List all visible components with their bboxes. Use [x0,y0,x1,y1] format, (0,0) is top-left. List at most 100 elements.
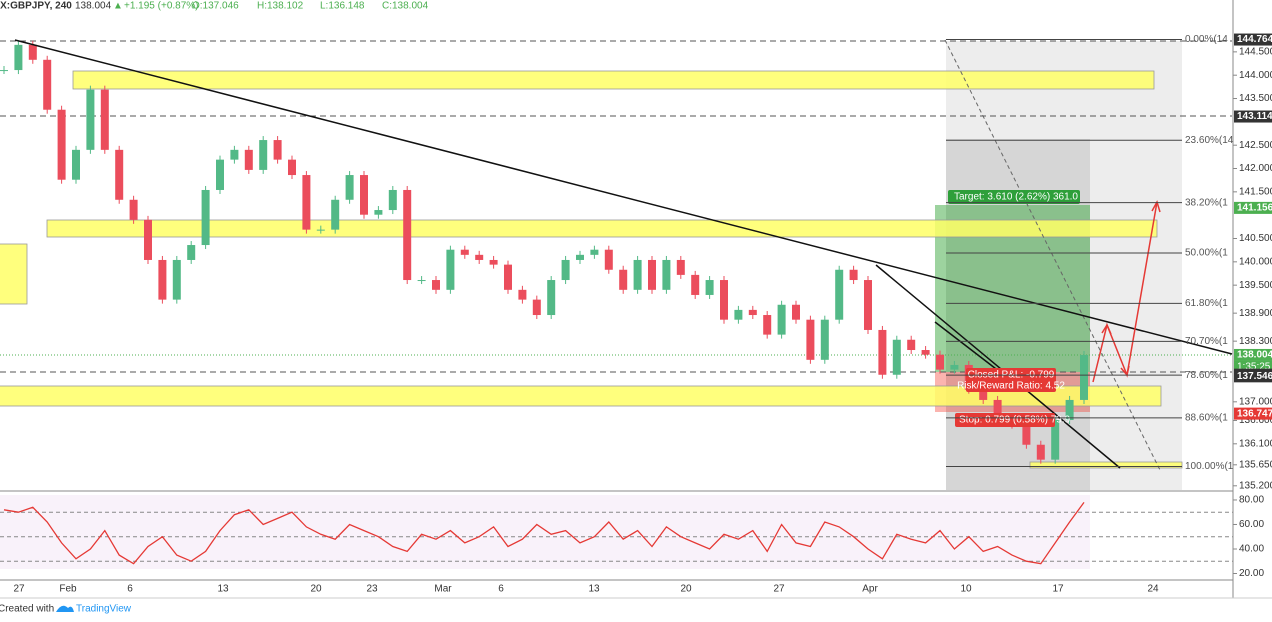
rsi-line [3,502,1085,565]
candle [763,315,772,335]
x-tick-label: 27 [13,584,25,595]
candle [777,304,786,335]
price-tag-label: 144.764 [1237,34,1272,45]
zone [1029,461,1183,469]
candle [360,175,368,215]
rsi-tick-label: 80.00 [1239,495,1264,506]
zone [0,385,1162,407]
candle [273,140,282,160]
fib-label: 50.00%(1 [1185,248,1228,259]
fib-label: 88.60%(1 [1185,412,1228,423]
candle [691,274,700,295]
candle [993,399,1002,421]
price-tag [1234,110,1272,123]
candle [561,259,570,281]
y-tick-label: 139.500 [1239,280,1272,291]
x-tick-label: 20 [680,584,692,595]
candle [316,229,325,231]
candle [921,350,930,355]
stop-label-bg [955,413,1055,427]
candle [115,149,124,200]
fib-label: 61.80%(1 [1185,298,1228,309]
candle [1022,424,1031,445]
candle [57,109,66,180]
candle [388,189,397,211]
y-tick-label: 141.500 [1239,186,1272,197]
rsi-tick-label: 40.00 [1239,544,1264,555]
rsi-tick-label: 20.00 [1239,568,1264,579]
candle [864,280,872,330]
candle [460,249,469,255]
candle [979,389,988,400]
candle [878,329,887,375]
close: C:138.004 [382,1,429,12]
brand[interactable]: TradingView [76,604,132,615]
candle [849,269,858,281]
y-tick-label: 137.000 [1239,396,1272,407]
symbol: FX:GBPJPY, 240 [0,1,72,12]
y-tick-label: 142.500 [1239,140,1272,151]
price-tag-label: 136.747 [1237,408,1272,419]
y-tick-label: 138.300 [1239,336,1272,347]
candle [820,319,829,360]
candle [748,309,757,316]
candle [475,254,484,260]
x-tick-label: Mar [434,584,452,595]
low: L:136.148 [320,1,365,12]
y-tick-label: 142.000 [1239,163,1272,174]
trendline [875,264,1121,469]
candle [734,309,743,320]
candle [1065,399,1074,421]
open: O:137.046 [192,1,239,12]
change-arrow: ▲ [113,1,123,12]
y-tick-label: 140.000 [1239,256,1272,267]
y-tick-label: 138.900 [1239,308,1272,319]
candle [417,280,426,282]
price-tag-label: 141.156 [1237,203,1272,214]
last-price: 138.004 [75,1,112,12]
candle [835,269,844,320]
candle [1036,444,1045,460]
fib-label: 78.60%(1 [1185,370,1228,381]
x-tick-label: 13 [217,584,229,595]
y-tick-label: 140.500 [1239,233,1272,244]
candle [705,280,714,295]
candle [244,149,253,170]
candle [14,44,23,71]
y-tick-label: 135.650 [1239,459,1272,470]
candle [950,364,959,370]
candle [28,44,37,60]
risk-reward: Risk/Reward Ratio: 4.52 [957,381,1065,392]
rsi-tick-label: 60.00 [1239,519,1264,530]
price-tag-label: 137.546 [1237,371,1272,382]
y-tick-label: 136.600 [1239,415,1272,426]
candle [907,339,916,351]
x-tick-label: 20 [310,584,322,595]
x-tick-label: 10 [960,584,972,595]
created-with: Created with [0,604,54,615]
price-tag [1234,370,1272,383]
fib-label: 0.00%(14 [1185,34,1228,45]
candle [43,59,52,110]
fib-label: 38.20%(1 [1185,197,1228,208]
candle [604,249,613,270]
candle [201,189,210,246]
x-tick-label: 6 [498,584,504,595]
countdown: 1:35:25 [1237,362,1271,373]
candle [144,219,152,260]
candle [590,249,599,255]
y-tick-label: 136.100 [1239,438,1272,449]
candle [172,259,181,300]
x-tick-label: 27 [773,584,785,595]
candle [720,280,728,320]
candle [158,259,167,300]
x-tick-label: 13 [588,584,600,595]
trendline [14,39,1233,355]
high: H:138.102 [257,1,304,12]
candle [187,245,196,260]
candle [806,319,815,360]
candle [100,89,109,150]
x-tick-label: 24 [1147,584,1159,595]
candle [619,269,628,290]
